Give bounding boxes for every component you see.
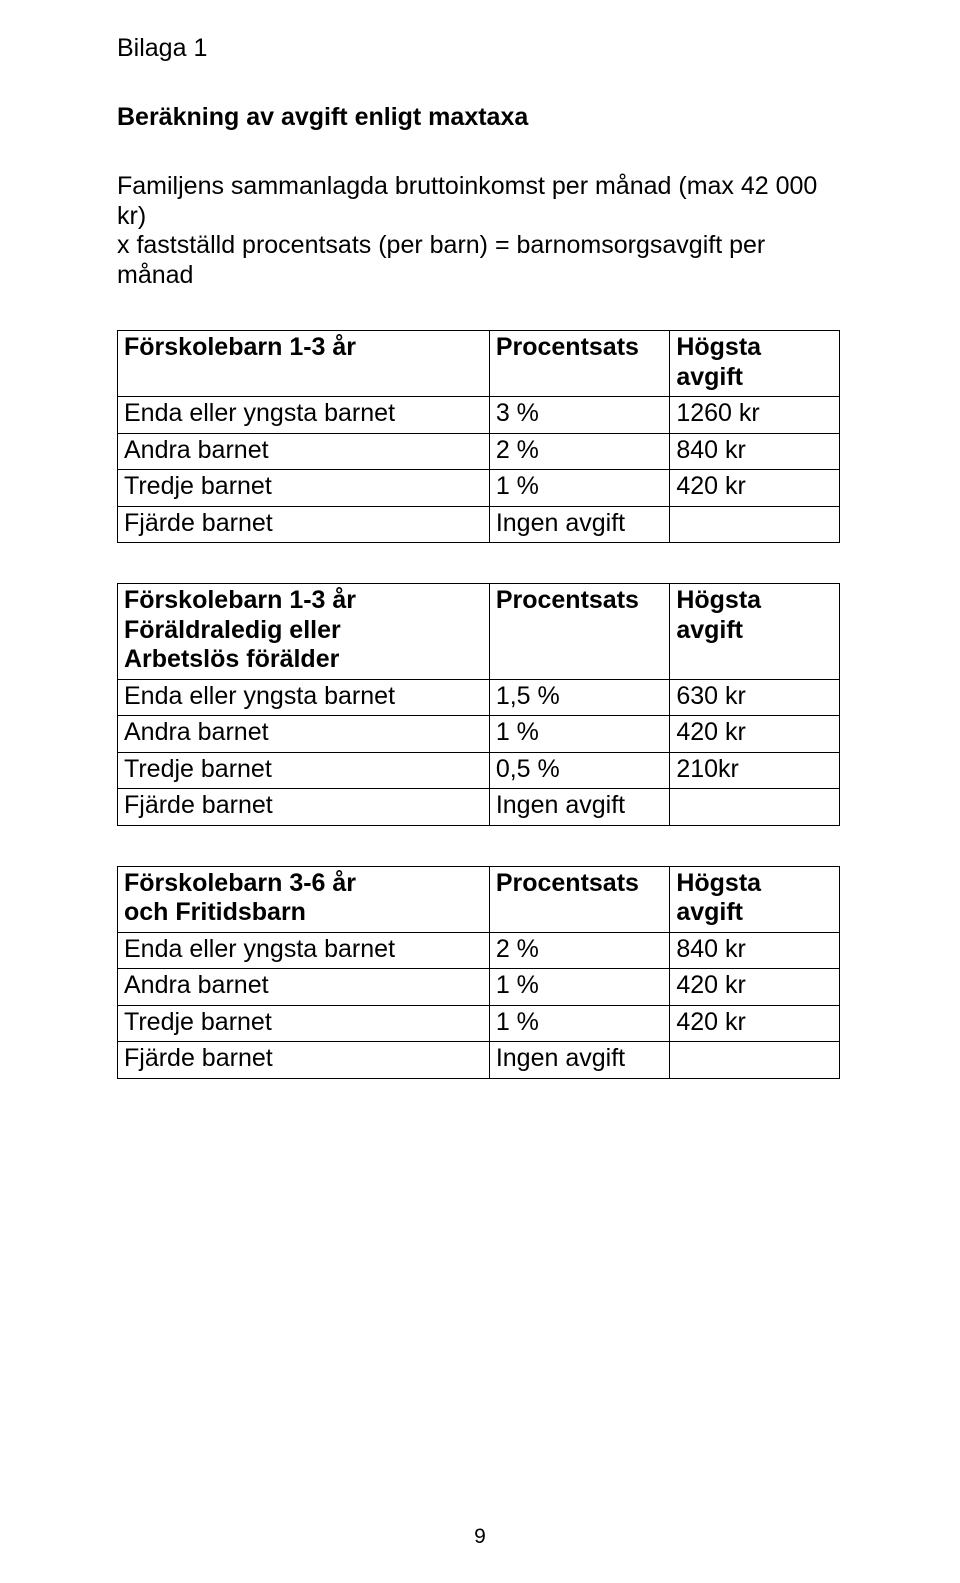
table-row: Fjärde barnet Ingen avgift [118,789,840,826]
table-cell: 1 % [489,716,670,753]
table-cell: Andra barnet [118,433,490,470]
intro-line-2: x fastställd procentsats (per barn) = ba… [117,231,840,290]
table-cell: 630 kr [670,679,840,716]
table-cell: 420 kr [670,716,840,753]
header-line: Förskolebarn 3-6 år [124,869,483,899]
table-header-cell: Procentsats [489,331,670,397]
table-row: Tredje barnet 1 % 420 kr [118,470,840,507]
annex-label: Bilaga 1 [117,34,840,63]
header-line: Arbetslös förälder [124,645,483,675]
table-row: Fjärde barnet Ingen avgift [118,1042,840,1079]
table-header-cell: Förskolebarn 3-6 år och Fritidsbarn [118,866,490,932]
table-cell [670,1042,840,1079]
header-line: och Fritidsbarn [124,898,483,928]
table-cell [670,789,840,826]
table-row: Andra barnet 1 % 420 kr [118,716,840,753]
page-title: Beräkning av avgift enligt maxtaxa [117,103,840,132]
table-cell: Enda eller yngsta barnet [118,679,490,716]
table-cell: 0,5 % [489,752,670,789]
table-cell: Ingen avgift [489,1042,670,1079]
table-cell: 1 % [489,470,670,507]
table-header-row: Förskolebarn 1-3 år Föräldraledig eller … [118,584,840,680]
table-row: Enda eller yngsta barnet 3 % 1260 kr [118,397,840,434]
table-cell: 420 kr [670,969,840,1006]
table-header-cell: Förskolebarn 1-3 år [118,331,490,397]
table-cell: 2 % [489,932,670,969]
table-cell: 840 kr [670,932,840,969]
table-cell: Andra barnet [118,716,490,753]
table-cell: 210kr [670,752,840,789]
fee-table-3: Förskolebarn 3-6 år och Fritidsbarn Proc… [117,866,840,1079]
table-header-row: Förskolebarn 1-3 år Procentsats Högsta a… [118,331,840,397]
table-row: Andra barnet 2 % 840 kr [118,433,840,470]
table-cell: Tredje barnet [118,470,490,507]
document-page: Bilaga 1 Beräkning av avgift enligt maxt… [0,0,960,1583]
table-cell: Andra barnet [118,969,490,1006]
table-cell: Fjärde barnet [118,506,490,543]
table-header-cell: Högsta avgift [670,866,840,932]
header-line: Förskolebarn 1-3 år [124,586,483,616]
table-cell: 1 % [489,969,670,1006]
table-row: Tredje barnet 1 % 420 kr [118,1005,840,1042]
table-header-row: Förskolebarn 3-6 år och Fritidsbarn Proc… [118,866,840,932]
table-cell: Fjärde barnet [118,789,490,826]
table-header-cell: Förskolebarn 1-3 år Föräldraledig eller … [118,584,490,680]
table-cell: 420 kr [670,470,840,507]
table-row: Tredje barnet 0,5 % 210kr [118,752,840,789]
table-cell: 1,5 % [489,679,670,716]
table-row: Fjärde barnet Ingen avgift [118,506,840,543]
fee-table-2: Förskolebarn 1-3 år Föräldraledig eller … [117,583,840,826]
table-cell: Fjärde barnet [118,1042,490,1079]
table-row: Andra barnet 1 % 420 kr [118,969,840,1006]
intro-line-1: Familjens sammanlagda bruttoinkomst per … [117,172,840,231]
fee-table-1: Förskolebarn 1-3 år Procentsats Högsta a… [117,330,840,543]
table-cell: Tredje barnet [118,1005,490,1042]
table-cell [670,506,840,543]
table-cell: Ingen avgift [489,506,670,543]
table-cell: 420 kr [670,1005,840,1042]
table-cell: 3 % [489,397,670,434]
table-header-cell: Procentsats [489,866,670,932]
table-cell: 1260 kr [670,397,840,434]
table-cell: 2 % [489,433,670,470]
table-row: Enda eller yngsta barnet 2 % 840 kr [118,932,840,969]
header-line: Föräldraledig eller [124,616,483,646]
table-row: Enda eller yngsta barnet 1,5 % 630 kr [118,679,840,716]
table-cell: Enda eller yngsta barnet [118,397,490,434]
table-header-cell: Högsta avgift [670,584,840,680]
page-number: 9 [0,1525,960,1549]
table-cell: 1 % [489,1005,670,1042]
table-header-cell: Procentsats [489,584,670,680]
table-header-cell: Högsta avgift [670,331,840,397]
table-cell: 840 kr [670,433,840,470]
intro-text: Familjens sammanlagda bruttoinkomst per … [117,172,840,290]
table-cell: Enda eller yngsta barnet [118,932,490,969]
table-cell: Ingen avgift [489,789,670,826]
table-cell: Tredje barnet [118,752,490,789]
